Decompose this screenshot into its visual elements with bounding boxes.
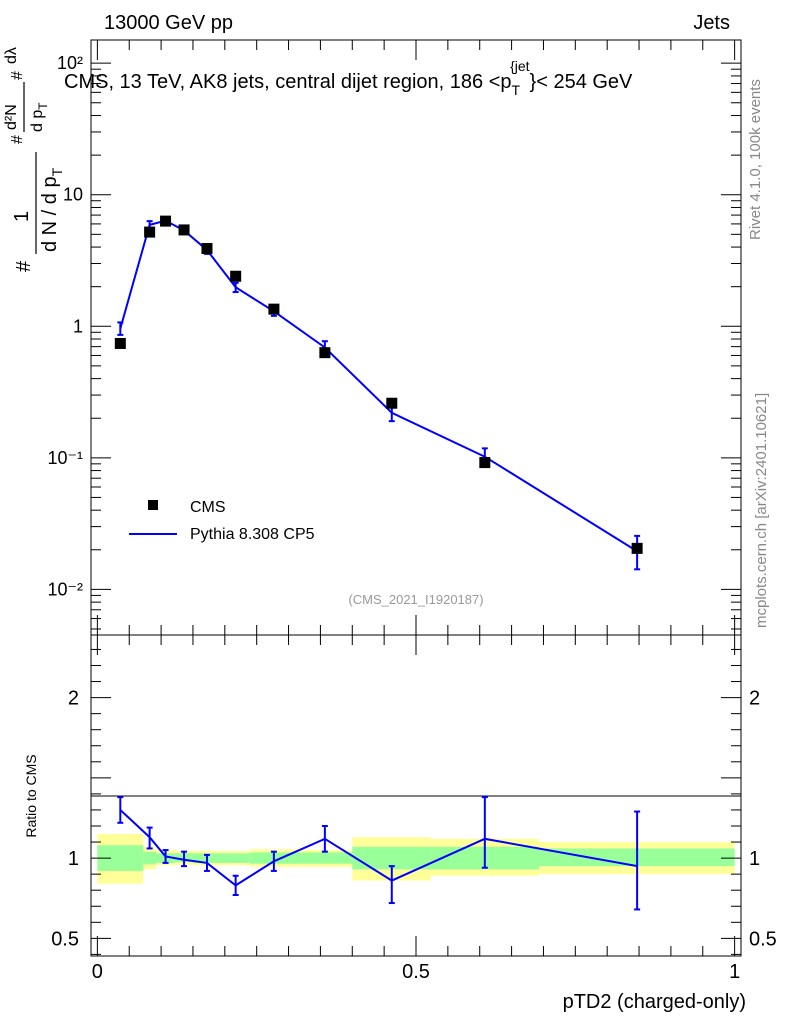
cms-data-point — [160, 215, 172, 227]
y-label-d2N: d²N — [3, 104, 20, 130]
ratio-data-marks — [117, 796, 641, 911]
x-tick-label: 0.5 — [402, 961, 430, 983]
category-label: Jets — [693, 12, 730, 34]
y-label-dpT: d pT — [29, 102, 50, 132]
ratio-y-tick-label-left: 0.5 — [51, 928, 79, 950]
main-y-tick-label: 10² — [57, 53, 83, 73]
main-y-tick-label: 1 — [73, 316, 83, 336]
main-data-marks — [114, 215, 643, 571]
y-label-hash-1: # — [13, 260, 35, 272]
ratio-y-axis-label: Ratio to CMS — [23, 754, 39, 837]
ratio-axis-ticks: 0.5 0.5 1 1 2 2 0 0.5 1 — [51, 635, 777, 983]
legend-label-cms: CMS — [190, 499, 226, 516]
ratio-y-tick-label-right: 0.5 — [749, 928, 777, 950]
ratio-plot-frame — [90, 634, 742, 957]
cms-data-point — [479, 457, 491, 469]
y-label-hash-2: # — [9, 135, 26, 144]
main-y-tick-label: 10 — [63, 185, 83, 205]
y-label-hash-3: # — [9, 71, 26, 80]
cms-data-point — [631, 542, 643, 554]
cms-data-point — [230, 270, 242, 282]
ratio-band-inner — [298, 852, 353, 864]
cms-data-point — [178, 224, 190, 236]
main-y-axis-label: # 1 d N / d pT # d²N d pT # dλ — [3, 47, 65, 272]
y-label-denominator: d N / d pT — [39, 167, 65, 252]
x-tick-label: 1 — [729, 961, 740, 983]
ratio-band-inner — [352, 846, 431, 870]
ratio-y-tick-label-right: 2 — [749, 688, 760, 710]
ratio-y-tick-label-left: 2 — [68, 688, 79, 710]
legend-marker-cms — [148, 500, 158, 510]
analysis-watermark: (CMS_2021_I1920187) — [348, 592, 483, 607]
cms-data-point — [319, 347, 331, 359]
ratio-band-inner — [143, 851, 156, 865]
cms-data-point — [201, 243, 213, 255]
x-tick-label: 0 — [92, 961, 103, 983]
ratio-y-tick-label-left: 1 — [68, 848, 79, 870]
cms-data-point — [386, 397, 398, 409]
source-label: mcplots.cern.ch [arXiv:2401.10621] — [753, 393, 770, 628]
cms-data-point — [268, 303, 280, 315]
cms-data-point — [144, 226, 156, 238]
ratio-y-tick-label-right: 1 — [749, 848, 760, 870]
y-label-dlambda: dλ — [3, 47, 20, 64]
main-y-tick-label: 10⁻¹ — [47, 448, 83, 468]
legend: CMS Pythia 8.308 CP5 — [129, 499, 315, 543]
main-plot-title: CMS, 13 TeV, AK8 jets, central dijet reg… — [64, 58, 633, 98]
main-y-tick-label: 10⁻² — [47, 579, 83, 599]
rivet-version-label: Rivet 4.1.0, 100k events — [747, 79, 764, 240]
main-y-axis-ticks: 10⁻² 10⁻¹ 1 10 10² — [47, 40, 741, 635]
ratio-plot-panel: 0.5 0.5 1 1 2 2 0 0.5 1 Ratio to CMS pTD2 (charg… — [23, 634, 777, 1013]
main-plot-panel: (CMS_2021_I1920187) 10⁻² 10⁻¹ 1 10 10² CMS P… — [47, 39, 742, 636]
energy-label: 13000 GeV pp — [104, 12, 233, 34]
y-label-numerator: 1 — [11, 211, 33, 222]
x-axis-label: pTD2 (charged-only) — [563, 991, 746, 1013]
ratio-band-inner — [221, 853, 251, 863]
legend-label-pythia: Pythia 8.308 CP5 — [190, 526, 315, 543]
cms-data-point — [114, 337, 126, 349]
